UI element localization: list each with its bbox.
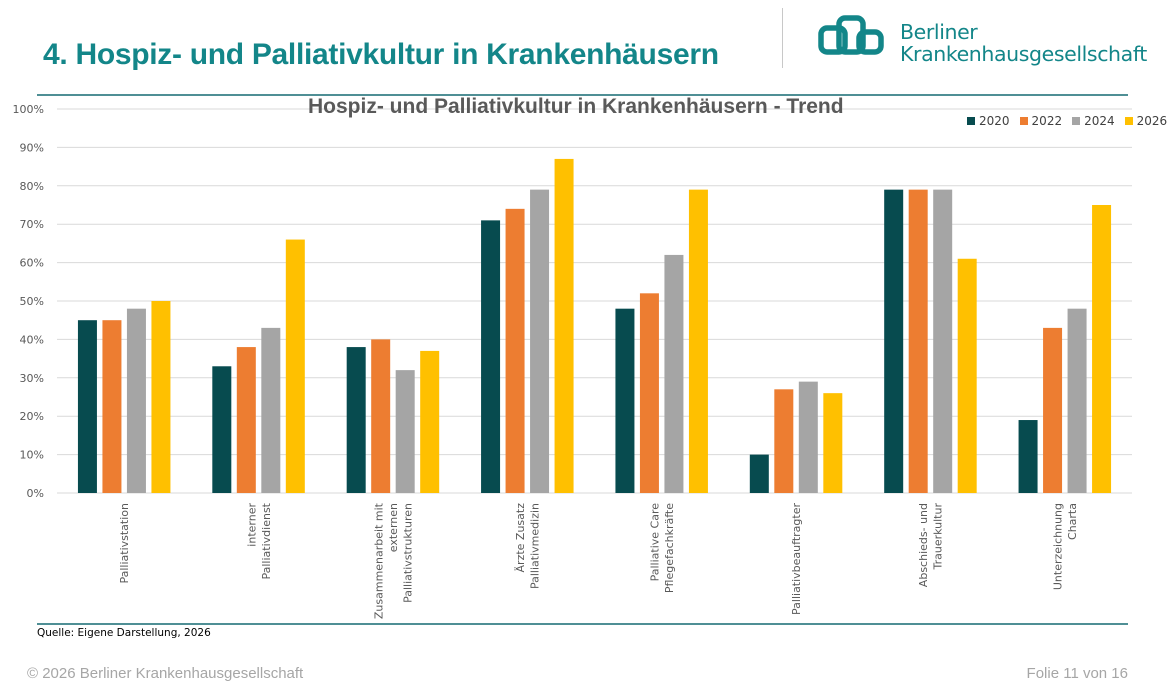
bar-2020 (481, 220, 501, 494)
legend-item-2026: 2026 (1124, 114, 1168, 128)
legend-swatch (967, 117, 975, 125)
chart-legend: 2020 2022 2024 2026 (967, 114, 1167, 128)
legend-label: 2026 (1136, 114, 1168, 128)
bar-2022 (102, 320, 122, 493)
bar-2024 (530, 189, 550, 493)
x-category-label-line: Palliative Care (648, 503, 661, 582)
bar-2020 (615, 308, 635, 493)
bar-2024 (261, 327, 281, 493)
bar-2020 (77, 320, 97, 493)
x-category-label-line: Charta (1066, 503, 1079, 540)
logo-line-2: Krankenhausgesellschaft (900, 42, 1147, 66)
y-tick-label: 90% (20, 141, 44, 154)
bar-2020 (749, 454, 769, 493)
x-category-label-line: Palliativdienst (260, 502, 273, 579)
bar-2024 (798, 381, 818, 493)
x-category-label: interner Palliativdienst (245, 502, 273, 579)
footer-rule (37, 623, 1128, 625)
legend-item-2022: 2022 (1019, 114, 1063, 128)
bar-2024 (1067, 308, 1087, 493)
x-category-label: Abschieds- und Trauerkultur (917, 503, 945, 588)
x-category-label-line: Palliativbeauftragter (790, 503, 803, 615)
bar-2024 (664, 254, 684, 493)
page-indicator: Folie 11 von 16 (1026, 665, 1128, 682)
bar-2026 (957, 258, 977, 493)
y-tick-label: 80% (20, 180, 44, 193)
y-tick-label: 70% (20, 218, 44, 231)
x-category-label: Palliative Care Pflegefachkräfte (648, 503, 676, 593)
legend-swatch (1124, 117, 1133, 125)
legend-label: 2020 (979, 114, 1010, 128)
bar-2026 (151, 301, 171, 493)
x-category-label-line: interner (245, 503, 258, 547)
y-tick-label: 50% (20, 295, 44, 308)
x-category-label: Zusammenarbeit mit externen Palliativstruk… (372, 502, 414, 619)
legend-swatch (1072, 117, 1081, 125)
x-category-label: Ärzte Zusatz Palliativmedizin (514, 503, 542, 589)
x-category-label-line: Trauerkultur (932, 503, 945, 571)
bar-2020 (884, 189, 904, 493)
x-category-label-line: Pflegefachkräfte (663, 503, 676, 593)
bar-2022 (1043, 327, 1063, 493)
bar-2022 (908, 189, 928, 493)
bar-2020 (212, 366, 232, 493)
bar-2026 (823, 393, 843, 493)
legend-swatch (1019, 117, 1028, 125)
slide-title: 4. Hospiz- und Palliativkultur in Kranke… (43, 38, 719, 71)
bar-2022 (774, 389, 794, 493)
x-category-label: Palliativstation (118, 503, 131, 584)
bar-2024 (126, 308, 146, 493)
bar-2020 (346, 347, 366, 493)
copyright: © 2026 Berliner Krankenhausgesellschaft (27, 665, 304, 682)
logo-text: Berliner Krankenhausgesellschaft (900, 21, 1147, 65)
bar-2026 (688, 189, 708, 493)
bar-2022 (371, 339, 391, 493)
x-category-label-line: Palliativstation (118, 503, 131, 584)
bar-2020 (1018, 420, 1038, 493)
x-category-label-line: Palliativstrukturen (401, 503, 414, 603)
y-tick-label: 60% (20, 257, 44, 270)
bar-2026 (420, 350, 440, 493)
legend-label: 2024 (1084, 114, 1115, 128)
source-note: Quelle: Eigene Darstellung, 2026 (37, 627, 211, 639)
bar-2024 (395, 370, 415, 493)
legend-item-2024: 2024 (1072, 114, 1115, 128)
logo-line-1: Berliner (900, 20, 978, 44)
y-tick-label: 20% (20, 410, 44, 423)
y-tick-label: 100% (13, 103, 44, 116)
x-category-label-line: Ärzte Zusatz (514, 503, 527, 573)
bar-2022 (505, 208, 525, 493)
y-tick-label: 10% (20, 449, 44, 462)
bar-2026 (285, 239, 305, 493)
x-category-label-line: Zusammenarbeit mit (372, 502, 385, 619)
logo-icon (818, 15, 884, 55)
x-category-label: Palliativbeauftragter (790, 503, 803, 615)
legend-item-2020: 2020 (967, 114, 1010, 128)
bar-2022 (639, 293, 659, 493)
bar-2022 (236, 347, 256, 493)
bar-2024 (933, 189, 953, 493)
bar-2026 (1092, 205, 1112, 493)
x-category-label-line: Palliativmedizin (529, 503, 542, 589)
x-category-label-line: Abschieds- und (917, 503, 930, 587)
x-category-label: Unterzeichnung Charta (1052, 503, 1080, 590)
y-tick-label: 40% (20, 333, 44, 346)
chart-title: Hospiz- und Palliativkultur in Krankenhä… (308, 95, 844, 118)
y-tick-label: 0% (27, 487, 44, 500)
header-divider (782, 8, 783, 68)
header-rule (37, 94, 1128, 96)
y-tick-label: 30% (20, 372, 44, 385)
x-category-label-line: externen (387, 503, 400, 552)
bar-2026 (554, 158, 574, 494)
x-category-label-line: Unterzeichnung (1052, 503, 1065, 590)
legend-label: 2022 (1031, 114, 1063, 128)
